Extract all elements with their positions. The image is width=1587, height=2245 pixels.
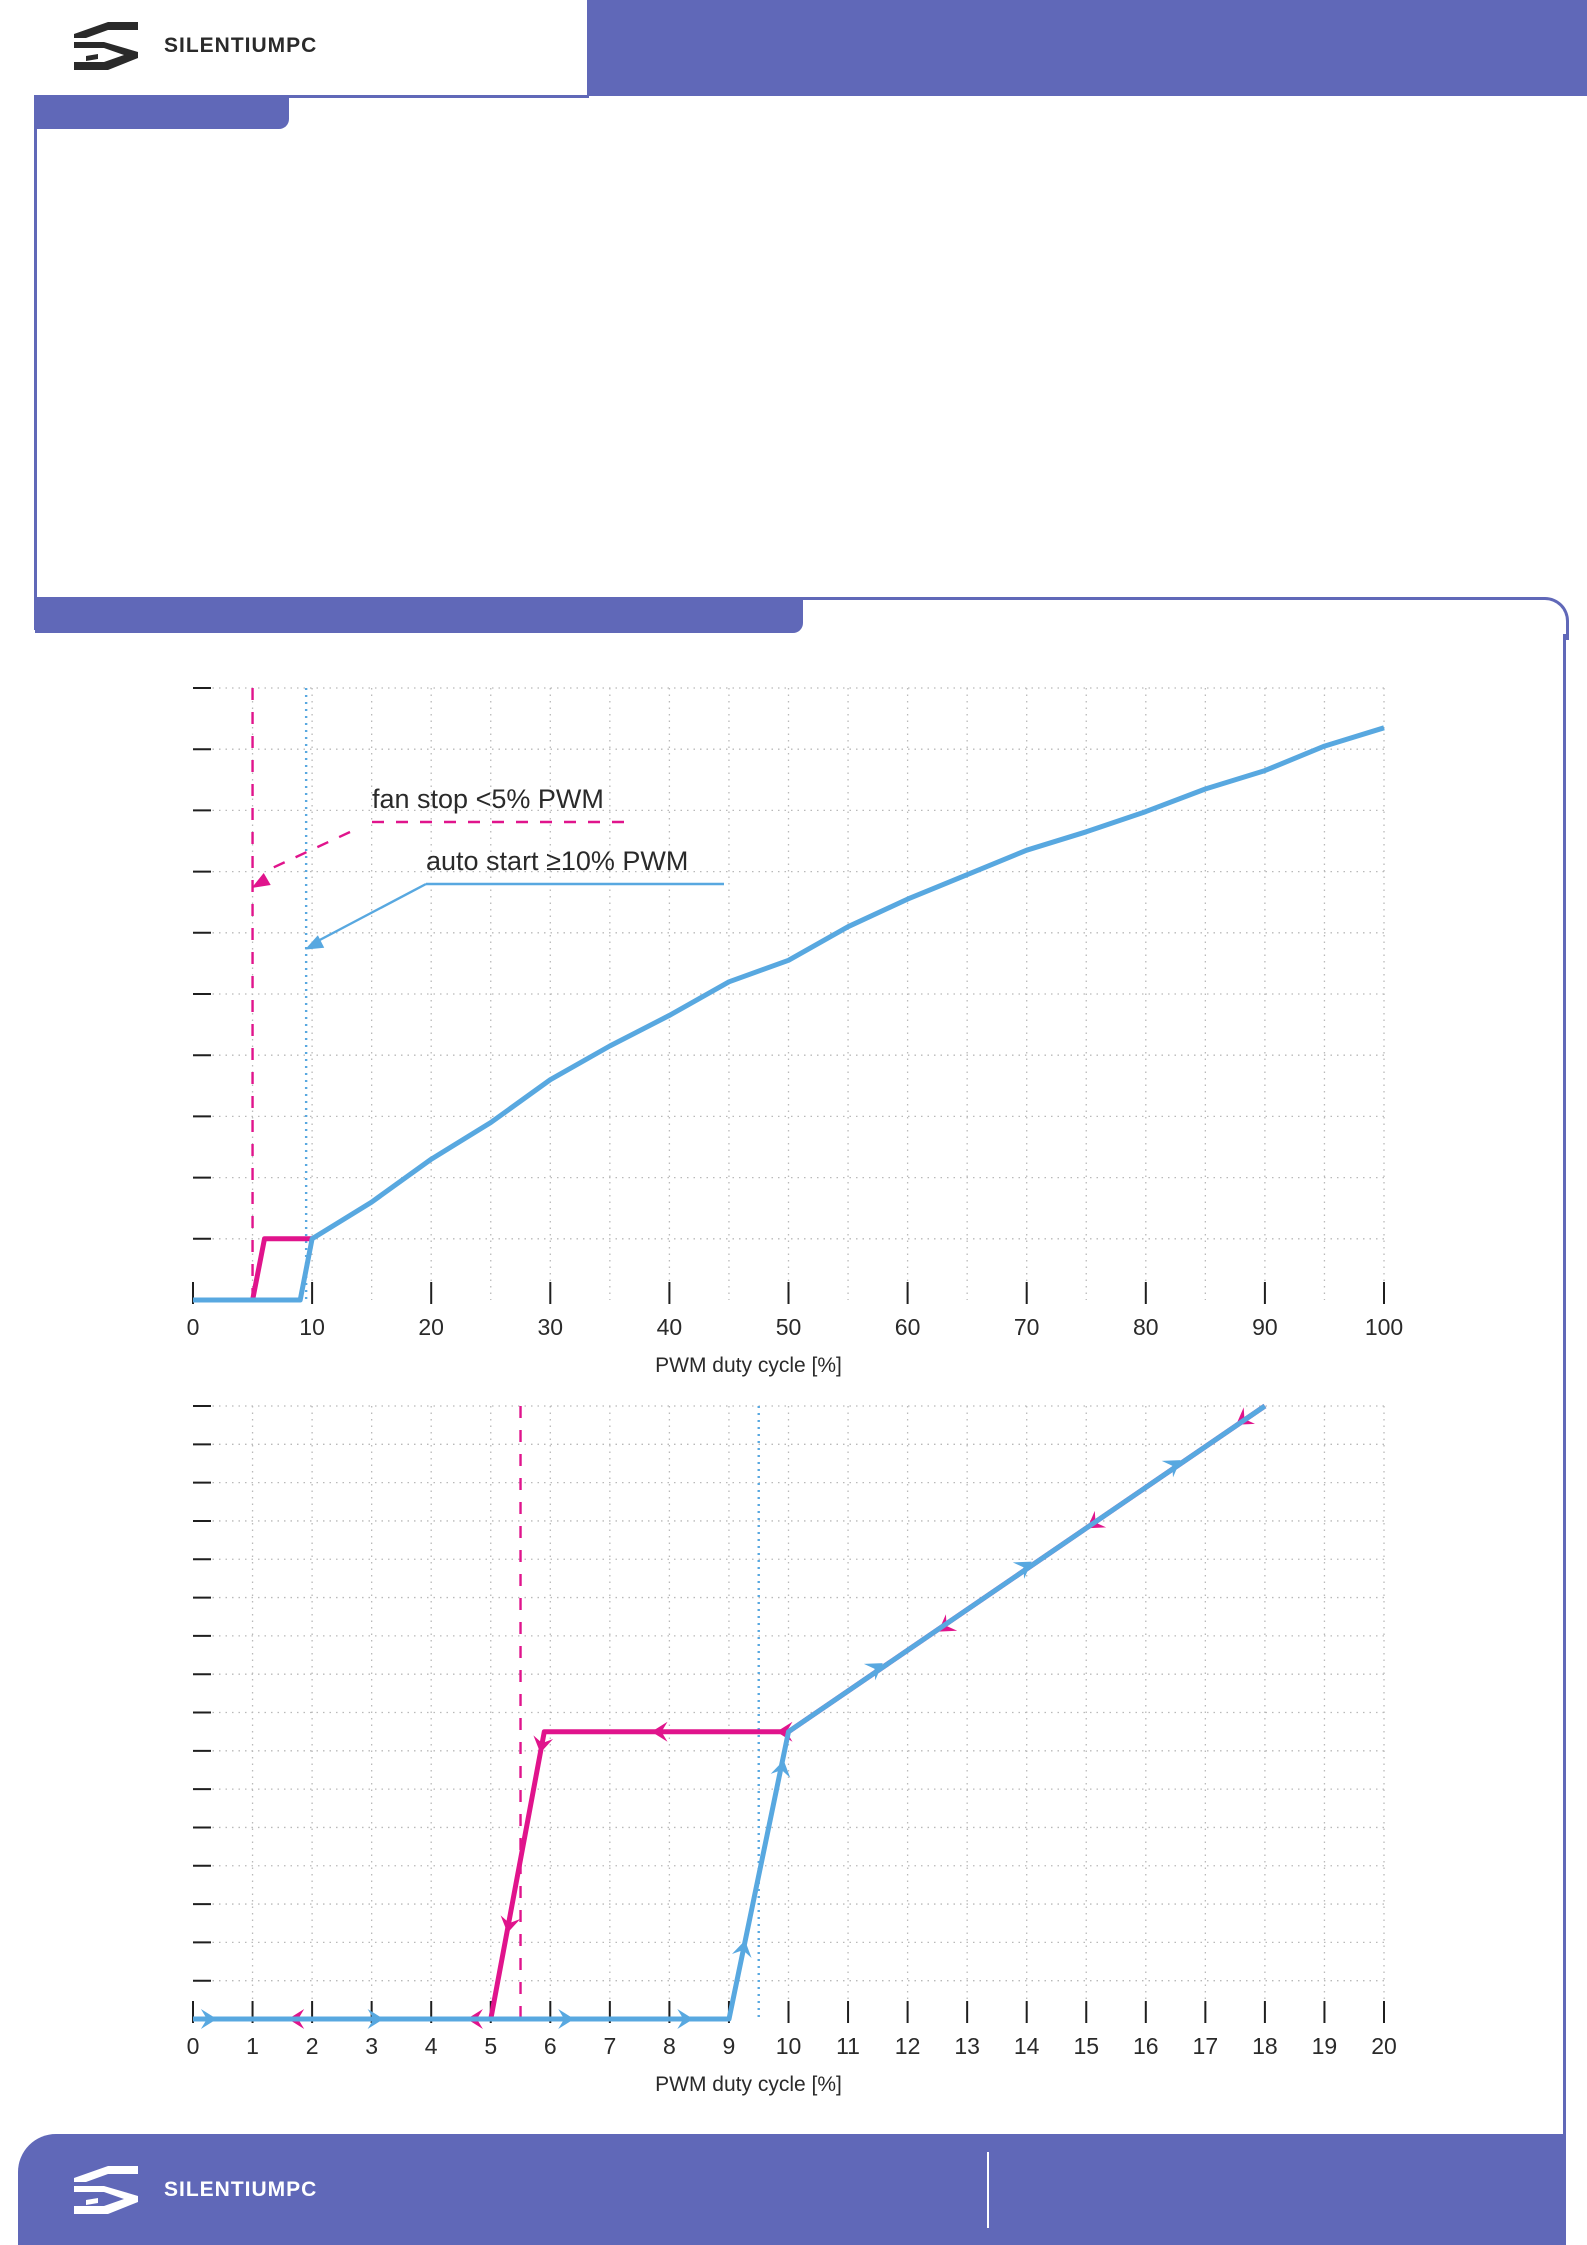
direction-arrow-marker bbox=[200, 2009, 217, 2029]
direction-arrow-marker bbox=[731, 1940, 752, 1959]
footer-logo: SILENTIUMPC bbox=[68, 2158, 317, 2222]
footer-brand-name: SILENTIUMPC bbox=[164, 2178, 318, 2201]
x-tick-label: 90 bbox=[1252, 1314, 1278, 1340]
annotation-auto-start: auto start ≥10% PWM bbox=[426, 846, 688, 876]
x-tick-label: 1 bbox=[246, 2033, 259, 2059]
x-tick-label: 50 bbox=[776, 1314, 802, 1340]
x-tick-label: 40 bbox=[657, 1314, 683, 1340]
direction-arrow-marker bbox=[863, 1663, 883, 1681]
top-panel-tab bbox=[35, 96, 289, 129]
grid bbox=[193, 687, 1385, 1300]
direction-arrow-marker bbox=[677, 2009, 694, 2029]
x-tick-label: 12 bbox=[895, 2033, 921, 2059]
x-tick-label: 18 bbox=[1252, 2033, 1278, 2059]
x-tick-label: 70 bbox=[1014, 1314, 1040, 1340]
direction-arrow-marker bbox=[558, 2009, 575, 2029]
x-tick-label: 30 bbox=[538, 1314, 564, 1340]
x-tick-label: 9 bbox=[723, 2033, 736, 2059]
grid bbox=[193, 1405, 1385, 2019]
x-tick-label: 19 bbox=[1312, 2033, 1338, 2059]
chart-panel-right-edge bbox=[1563, 634, 1566, 2134]
direction-arrow-marker bbox=[770, 1760, 791, 1778]
x-tick-label: 80 bbox=[1133, 1314, 1159, 1340]
direction-arrow-marker bbox=[367, 2009, 384, 2029]
x-tick-label: 17 bbox=[1193, 2033, 1219, 2059]
annotation-auto-start-arrowhead bbox=[305, 935, 325, 950]
x-tick-label: 100 bbox=[1365, 1314, 1403, 1340]
direction-arrow-marker bbox=[533, 1735, 554, 1753]
x-tick-label: 8 bbox=[663, 2033, 676, 2059]
x-tick-label: 16 bbox=[1133, 2033, 1159, 2059]
silentiumpc-logo-icon bbox=[74, 2166, 138, 2214]
x-tick-label: 60 bbox=[895, 1314, 921, 1340]
fan-speed-chart-full-range: 0 10 20 30 40 50 60 70 80 90 100 PWM duty cycle [%]… bbox=[187, 687, 1403, 1377]
footer-divider bbox=[987, 2152, 989, 2228]
annotation-auto-start-leader bbox=[311, 882, 427, 946]
x-tick-label: 5 bbox=[484, 2033, 497, 2059]
direction-arrow-marker bbox=[651, 1721, 668, 1742]
direction-arrow-marker bbox=[1012, 1561, 1032, 1579]
annotation-fan-stop-leader bbox=[267, 830, 351, 872]
x-tick-label: 4 bbox=[425, 2033, 438, 2059]
direction-arrow-marker bbox=[500, 1915, 521, 1933]
direction-arrow-marker bbox=[1161, 1460, 1181, 1478]
x-tick-label: 15 bbox=[1073, 2033, 1099, 2059]
x-tick-label: 20 bbox=[1371, 2033, 1397, 2059]
x-tick-label: 20 bbox=[418, 1314, 444, 1340]
x-tick-label: 10 bbox=[776, 2033, 802, 2059]
chart-panel-tab bbox=[35, 600, 803, 633]
brand-name: SILENTIUMPC bbox=[164, 34, 318, 57]
x-tick-label: 10 bbox=[299, 1314, 325, 1340]
x-tick-label: 3 bbox=[365, 2033, 378, 2059]
x-tick-label: 7 bbox=[603, 2033, 616, 2059]
silentiumpc-logo-icon bbox=[74, 22, 138, 70]
x-tick-label: 13 bbox=[954, 2033, 980, 2059]
x-tick-label: 2 bbox=[306, 2033, 319, 2059]
header-logo: SILENTIUMPC bbox=[68, 14, 317, 78]
series-line bbox=[193, 725, 1385, 1303]
x-tick-label: 11 bbox=[836, 2033, 860, 2059]
x-axis-label: PWM duty cycle [%] bbox=[655, 1354, 842, 1377]
footer-band bbox=[18, 2134, 1566, 2245]
x-tick-label: 0 bbox=[187, 1314, 200, 1340]
annotation-fan-stop-arrowhead bbox=[251, 872, 271, 888]
top-panel-frame bbox=[34, 95, 589, 603]
x-axis-label: PWM duty cycle [%] bbox=[655, 2073, 842, 2096]
annotation-fan-stop: fan stop <5% PWM bbox=[372, 784, 604, 814]
x-tick-label: 6 bbox=[544, 2033, 557, 2059]
x-tick-label: 0 bbox=[187, 2033, 200, 2059]
panel-corner bbox=[1530, 597, 1569, 640]
x-tick-label: 14 bbox=[1014, 2033, 1040, 2059]
top-panel-divider bbox=[34, 597, 1544, 600]
header-band bbox=[587, 0, 1587, 96]
